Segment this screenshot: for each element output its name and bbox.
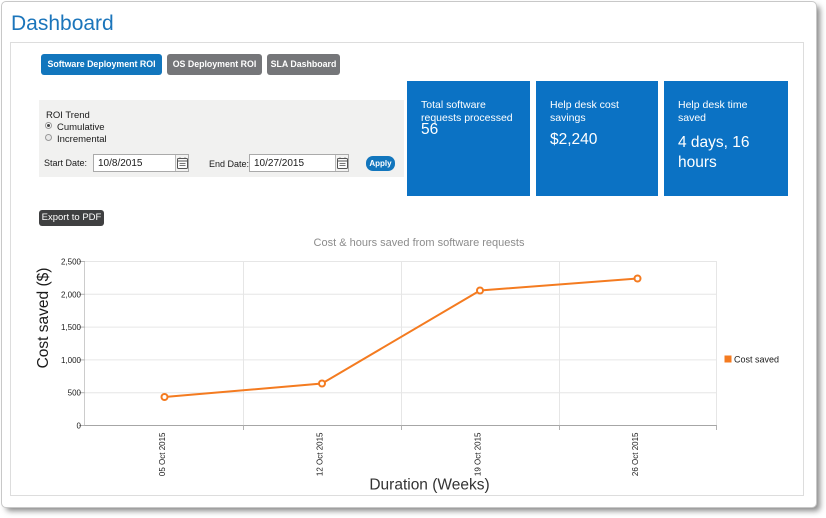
svg-text:1,000: 1,000 — [61, 356, 82, 365]
svg-text:05 Oct 2015: 05 Oct 2015 — [158, 432, 167, 476]
svg-text:2,000: 2,000 — [61, 290, 82, 299]
svg-text:Cost & hours saved from softwa: Cost & hours saved from software request… — [314, 237, 525, 249]
svg-text:Cost saved ($): Cost saved ($) — [35, 268, 52, 369]
svg-text:Cost saved: Cost saved — [734, 355, 779, 365]
svg-text:Duration (Weeks): Duration (Weeks) — [369, 477, 489, 494]
svg-text:1,500: 1,500 — [61, 323, 82, 332]
svg-text:19 Oct 2015: 19 Oct 2015 — [474, 432, 483, 476]
svg-text:12 Oct 2015: 12 Oct 2015 — [316, 432, 325, 476]
svg-text:0: 0 — [77, 422, 82, 431]
svg-text:26 Oct 2015: 26 Oct 2015 — [631, 432, 640, 476]
svg-text:2,500: 2,500 — [61, 258, 82, 267]
svg-text:500: 500 — [68, 389, 82, 398]
